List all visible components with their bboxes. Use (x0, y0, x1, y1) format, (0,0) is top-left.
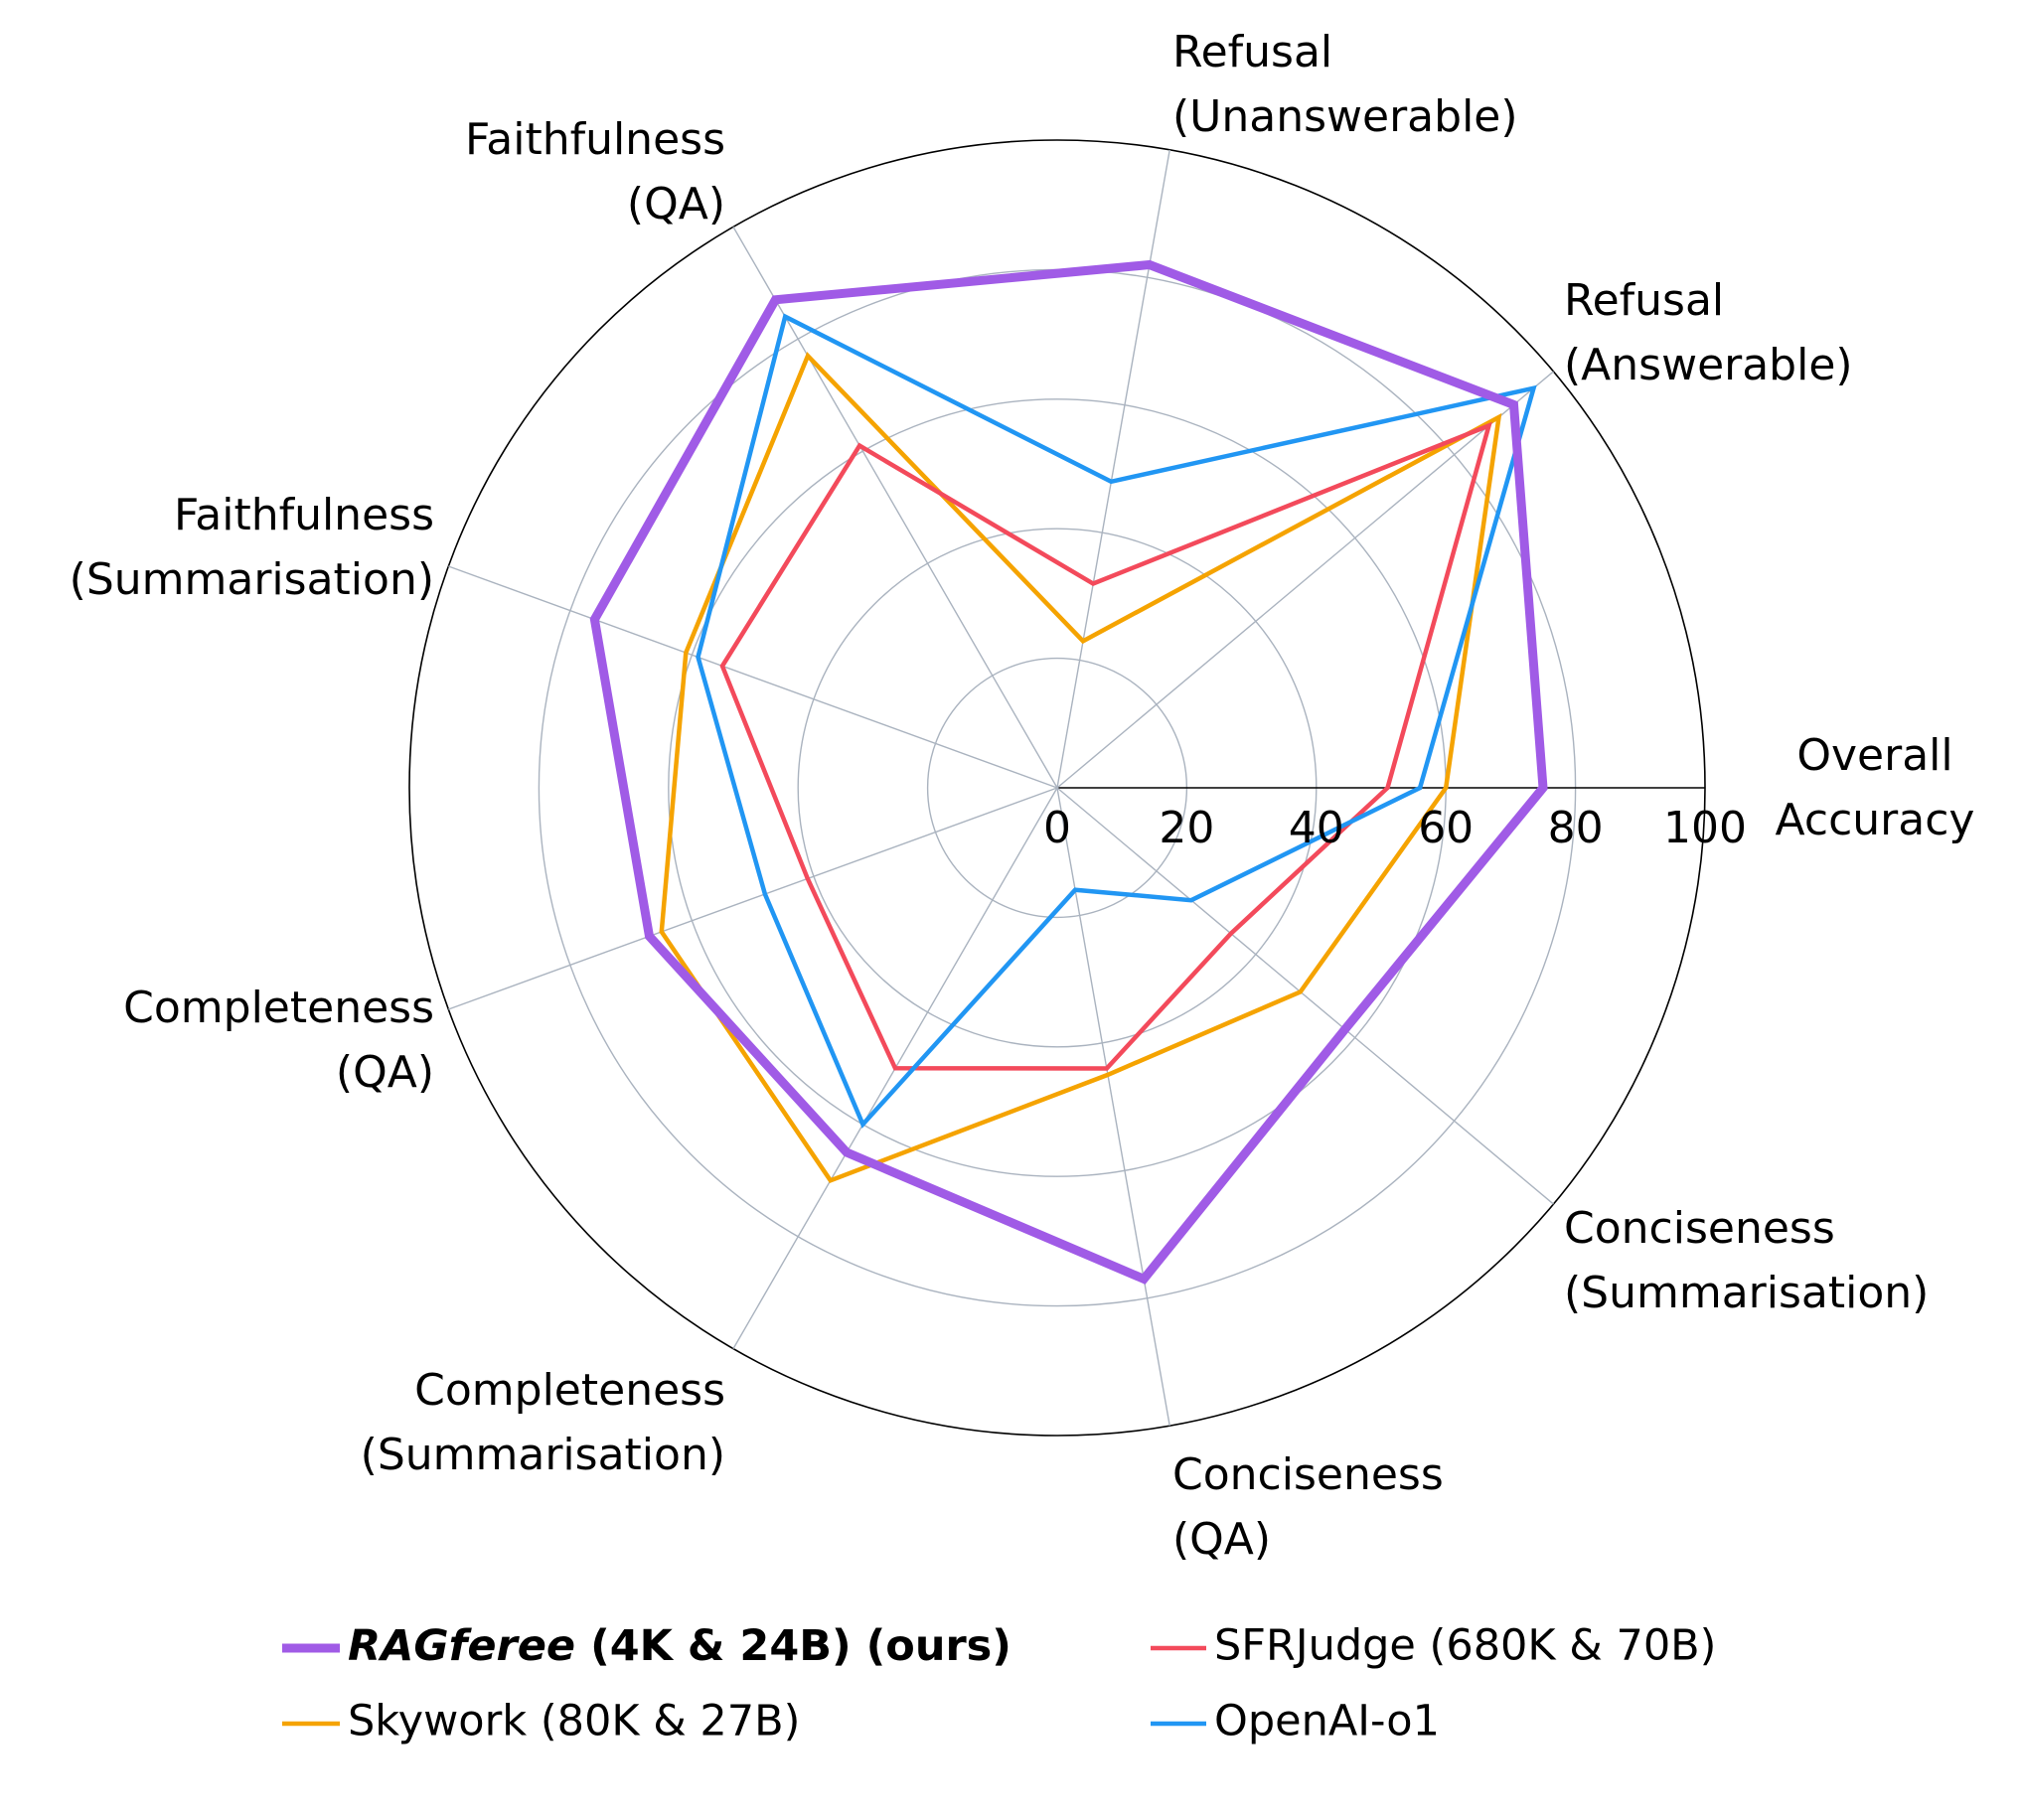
legend-label-sfrjudge: SFRJudge (680K & 70B) (1214, 1621, 1716, 1671)
axis-label: (QA) (1172, 1514, 1271, 1565)
legend-label-openai-o1: OpenAI-o1 (1214, 1697, 1440, 1746)
tick-label: 40 (1289, 803, 1344, 853)
legend: RAGferee (4K & 24B) (ours) SFRJudge (680… (282, 1621, 1716, 1746)
axis-label: (QA) (336, 1047, 434, 1098)
axis-label: Accuracy (1776, 795, 1975, 845)
tick-label: 0 (1043, 803, 1071, 853)
legend-label-ragferee-em: RAGferee (348, 1621, 575, 1671)
axis-label: Completeness (414, 1365, 725, 1416)
axis-line (1056, 149, 1170, 789)
legend-label-skywork: Skywork (80K & 27B) (348, 1697, 800, 1746)
axis-label: Overall (1796, 730, 1952, 781)
axis-label: Faithfulness (174, 490, 434, 540)
tick-label: 80 (1548, 803, 1604, 853)
axis-label: Completeness (123, 983, 434, 1033)
radial-tick-labels: 0 20 40 60 80 100 (1043, 803, 1747, 853)
axis-line (448, 787, 1058, 1010)
legend-label-ragferee: RAGferee (4K & 24B) (ours) (348, 1621, 1011, 1671)
axis-label: (Summarisation) (361, 1430, 725, 1480)
axis-line (1056, 787, 1170, 1427)
tick-label: 100 (1663, 803, 1747, 853)
series-openai-o1 (696, 313, 1537, 1129)
axis-label: Refusal (1564, 275, 1724, 326)
legend-label-ragferee-rest: (4K & 24B) (ours) (575, 1621, 1011, 1671)
series-skywork-80k-27b (659, 352, 1502, 1184)
axis-line (732, 227, 1058, 789)
series-sfrjudge-680k-70b (719, 421, 1492, 1071)
series-ragferee (589, 259, 1548, 1285)
series-layer (589, 259, 1548, 1285)
axis-label: Conciseness (1564, 1203, 1835, 1254)
axis-label: (Summarisation) (70, 554, 434, 605)
axis-label: (Answerable) (1564, 340, 1853, 390)
axis-label: (Summarisation) (1564, 1268, 1929, 1318)
grid (408, 139, 1706, 1437)
axis-line (1056, 371, 1554, 789)
tick-label: 60 (1418, 803, 1474, 853)
axis-label: (Unanswerable) (1172, 91, 1518, 142)
axis-label: Conciseness (1172, 1449, 1444, 1500)
axis-labels: Overall Accuracy Refusal (Answerable) Refusa… (70, 27, 1975, 1565)
axis-line (448, 565, 1058, 789)
axis-label: Refusal (1172, 27, 1332, 77)
axis-label: (QA) (627, 179, 725, 229)
axis-line (1056, 787, 1554, 1205)
tick-label: 20 (1159, 803, 1214, 853)
axis-label: Faithfulness (465, 114, 725, 165)
